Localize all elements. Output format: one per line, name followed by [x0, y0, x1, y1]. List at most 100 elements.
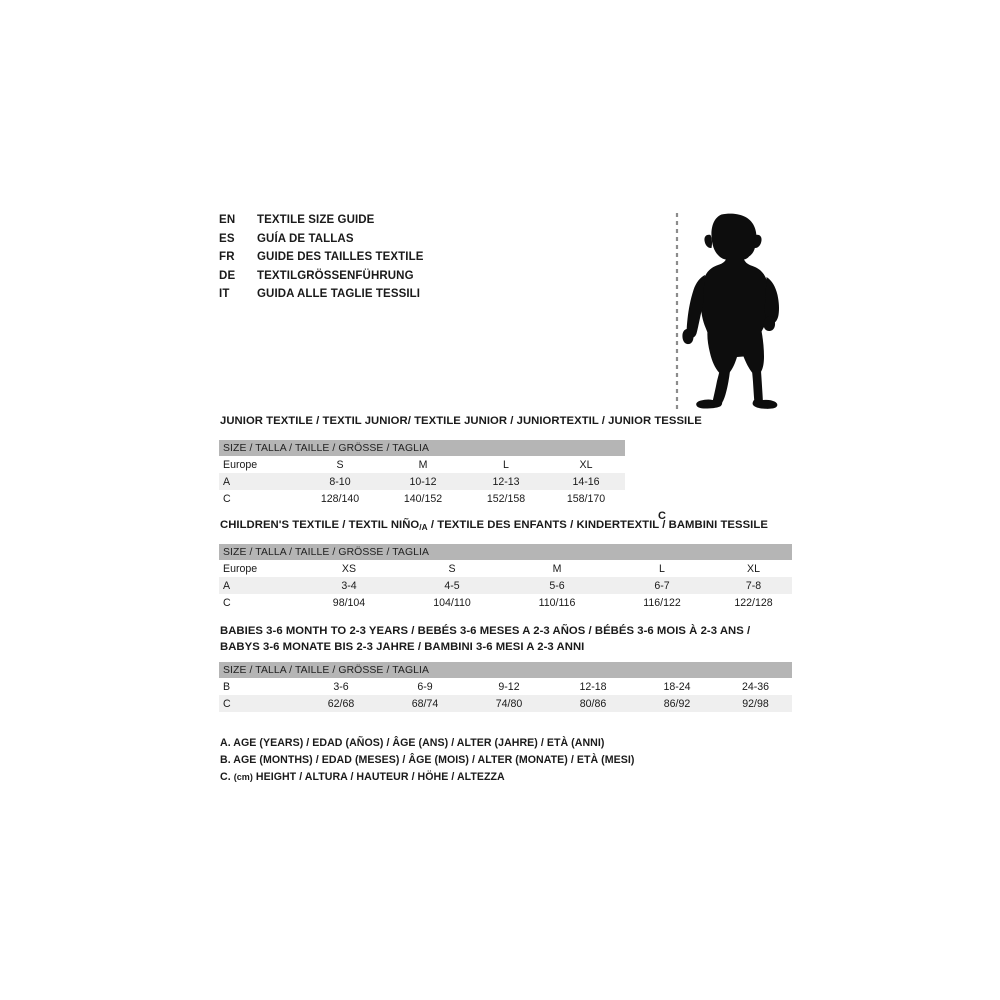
children-height-l: 116/122	[609, 594, 715, 611]
language-row-es: ES GUÍA DE TALLAS	[219, 233, 639, 252]
language-row-de: DE TEXTILGRÖSSENFÜHRUNG	[219, 270, 639, 289]
legend-line-c-unit: (cm)	[233, 772, 253, 782]
children-row-europe: Europe XS S M L XL	[219, 560, 793, 577]
junior-row-height-label: C	[219, 490, 299, 507]
children-row-height: C 98/104 104/110 110/116 116/122 122/128	[219, 594, 793, 611]
children-height-s: 104/110	[399, 594, 505, 611]
junior-europe-m: M	[381, 456, 465, 473]
junior-age-l: 12-13	[465, 473, 547, 490]
junior-band-label: SIZE / TALLA / TAILLE / GRÖSSE / TAGLIA	[219, 440, 626, 456]
babies-row-height: C 62/68 68/74 74/80 80/86 86/92 92/98	[219, 695, 793, 712]
junior-row-age: A 8-10 10-12 12-13 14-16	[219, 473, 626, 490]
junior-age-m: 10-12	[381, 473, 465, 490]
babies-section-title-line1: BABIES 3-6 MONTH TO 2-3 YEARS / BEBÉS 3-…	[220, 625, 751, 637]
babies-row-age-months: B 3-6 6-9 9-12 12-18 18-24 24-36	[219, 678, 793, 695]
legend-line-a: A. AGE (YEARS) / EDAD (AÑOS) / ÂGE (ANS)…	[220, 737, 605, 749]
junior-row-europe: Europe S M L XL	[219, 456, 626, 473]
junior-height-m: 140/152	[381, 490, 465, 507]
babies-age-24-36: 24-36	[719, 678, 793, 695]
language-title-en: TEXTILE SIZE GUIDE	[257, 214, 375, 226]
language-code-en: EN	[219, 214, 236, 226]
language-row-en: EN TEXTILE SIZE GUIDE	[219, 214, 639, 233]
children-age-xl: 7-8	[715, 577, 793, 594]
junior-age-s: 8-10	[299, 473, 381, 490]
junior-height-xl: 158/170	[547, 490, 626, 507]
children-section-title: CHILDREN'S TEXTILE / TEXTIL NIÑO/A / TEX…	[220, 518, 768, 534]
language-title-it: GUIDA ALLE TAGLIE TESSILI	[257, 288, 421, 300]
babies-height-6-9: 68/74	[383, 695, 467, 712]
height-figure-illustration: C	[648, 205, 808, 522]
babies-row-height-label: C	[219, 695, 299, 712]
babies-section-title: BABIES 3-6 MONTH TO 2-3 YEARS / BEBÉS 3-…	[220, 624, 750, 655]
children-europe-xs: XS	[299, 560, 399, 577]
legend-block: A. AGE (YEARS) / EDAD (AÑOS) / ÂGE (ANS)…	[220, 735, 740, 786]
children-height-xs: 98/104	[299, 594, 399, 611]
language-title-es: GUÍA DE TALLAS	[257, 232, 354, 245]
babies-age-9-12: 9-12	[467, 678, 551, 695]
legend-line-c-prefix: C.	[220, 771, 234, 783]
junior-europe-xl: XL	[547, 456, 626, 473]
babies-height-24-36: 92/98	[719, 695, 793, 712]
junior-row-europe-label: Europe	[219, 456, 299, 473]
junior-age-xl: 14-16	[547, 473, 626, 490]
junior-europe-l: L	[465, 456, 547, 473]
babies-size-table: SIZE / TALLA / TAILLE / GRÖSSE / TAGLIA …	[219, 662, 793, 712]
language-title-fr: GUIDE DES TAILLES TEXTILE	[257, 251, 424, 263]
babies-height-12-18: 80/86	[551, 695, 635, 712]
language-row-it: IT GUIDA ALLE TAGLIE TESSILI	[219, 288, 639, 307]
children-size-table: SIZE / TALLA / TAILLE / GRÖSSE / TAGLIA …	[219, 544, 793, 611]
babies-age-18-24: 18-24	[635, 678, 719, 695]
height-measure-label: C	[658, 510, 666, 522]
language-row-fr: FR GUIDE DES TAILLES TEXTILE	[219, 251, 639, 270]
babies-section-title-line2: BABYS 3-6 MONATE BIS 2-3 JAHRE / BAMBINI…	[220, 640, 585, 653]
junior-row-height: C 128/140 140/152 152/158 158/170	[219, 490, 626, 507]
junior-size-table: SIZE / TALLA / TAILLE / GRÖSSE / TAGLIA …	[219, 440, 626, 507]
child-silhouette-icon	[675, 213, 780, 410]
children-height-m: 110/116	[505, 594, 609, 611]
junior-table-band-row: SIZE / TALLA / TAILLE / GRÖSSE / TAGLIA	[219, 440, 626, 456]
children-row-age: A 3-4 4-5 5-6 6-7 7-8	[219, 577, 793, 594]
children-row-age-label: A	[219, 577, 299, 594]
legend-line-b: B. AGE (MONTHS) / EDAD (MESES) / ÂGE (MO…	[220, 754, 635, 766]
language-code-de: DE	[219, 269, 236, 282]
babies-age-12-18: 12-18	[551, 678, 635, 695]
babies-table-band-row: SIZE / TALLA / TAILLE / GRÖSSE / TAGLIA	[219, 662, 793, 678]
children-table-band-row: SIZE / TALLA / TAILLE / GRÖSSE / TAGLIA	[219, 544, 793, 560]
children-row-height-label: C	[219, 594, 299, 611]
children-europe-xl: XL	[715, 560, 793, 577]
children-age-xs: 3-4	[299, 577, 399, 594]
child-body-shape	[682, 213, 780, 409]
children-age-m: 5-6	[505, 577, 609, 594]
language-title-de: TEXTILGRÖSSENFÜHRUNG	[257, 269, 414, 282]
babies-height-3-6: 62/68	[299, 695, 383, 712]
junior-europe-s: S	[299, 456, 381, 473]
language-code-es: ES	[219, 232, 235, 245]
babies-height-18-24: 86/92	[635, 695, 719, 712]
babies-height-9-12: 74/80	[467, 695, 551, 712]
legend-line-c: C. (cm) HEIGHT / ALTURA / HAUTEUR / HÖHE…	[220, 769, 740, 786]
junior-row-age-label: A	[219, 473, 299, 490]
children-section-title-part1: CHILDREN'S TEXTILE / TEXTIL NIÑO	[220, 519, 420, 531]
junior-section-title: JUNIOR TEXTILE / TEXTIL JUNIOR/ TEXTILE …	[220, 415, 702, 427]
children-height-xl: 122/128	[715, 594, 793, 611]
children-age-s: 4-5	[399, 577, 505, 594]
children-age-l: 6-7	[609, 577, 715, 594]
language-code-fr: FR	[219, 251, 235, 263]
children-section-title-subscript: /A	[419, 522, 428, 532]
language-code-it: IT	[219, 288, 230, 300]
junior-height-l: 152/158	[465, 490, 547, 507]
children-band-label: SIZE / TALLA / TAILLE / GRÖSSE / TAGLIA	[219, 544, 793, 560]
babies-age-3-6: 3-6	[299, 678, 383, 695]
children-section-title-part2: / TEXTILE DES ENFANTS / KINDERTEXTIL / B…	[427, 519, 768, 531]
junior-height-s: 128/140	[299, 490, 381, 507]
children-europe-s: S	[399, 560, 505, 577]
babies-row-age-label: B	[219, 678, 299, 695]
children-europe-m: M	[505, 560, 609, 577]
babies-band-label: SIZE / TALLA / TAILLE / GRÖSSE / TAGLIA	[219, 662, 793, 678]
children-europe-l: L	[609, 560, 715, 577]
babies-age-6-9: 6-9	[383, 678, 467, 695]
children-row-europe-label: Europe	[219, 560, 299, 577]
legend-line-c-rest: HEIGHT / ALTURA / HAUTEUR / HÖHE / ALTEZ…	[252, 771, 505, 783]
language-title-block: EN TEXTILE SIZE GUIDE ES GUÍA DE TALLAS …	[219, 214, 639, 307]
